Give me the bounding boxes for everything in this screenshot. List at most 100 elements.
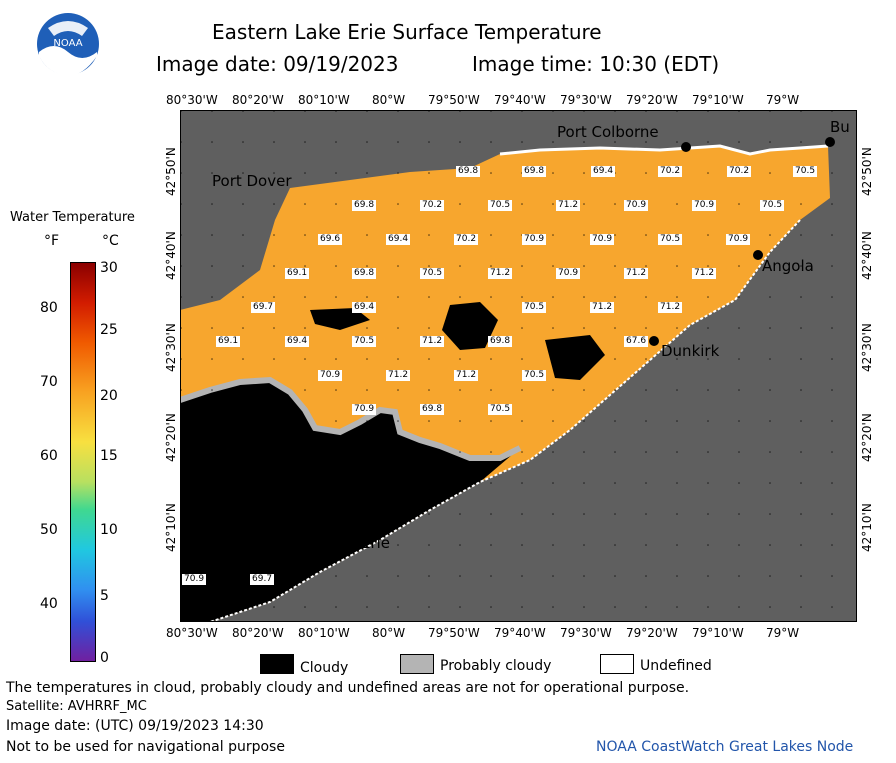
image-date: Image date: 09/19/2023 — [156, 52, 399, 76]
temperature-label: 70.9 — [318, 370, 343, 381]
latitude-tick: 42°20'N — [860, 413, 874, 462]
temperature-label: 69.4 — [386, 234, 411, 245]
colorbar-title: Water Temperature — [10, 210, 135, 225]
latitude-tick: 42°50'N — [860, 147, 874, 196]
place-erie: Erie — [361, 534, 391, 552]
temperature-label: 69.7 — [250, 574, 275, 585]
longitude-tick: 79°40'W — [494, 626, 546, 640]
lake-erie-map — [180, 110, 857, 622]
legend-probably-cloudy-swatch — [400, 654, 434, 674]
temperature-label: 71.2 — [386, 370, 411, 381]
place-port-dover: Port Dover — [212, 172, 292, 190]
place-buffalo: Bu — [830, 118, 850, 136]
temperature-label: 69.8 — [420, 404, 445, 415]
temperature-label: 70.5 — [658, 234, 683, 245]
credit-link[interactable]: NOAA CoastWatch Great Lakes Node — [596, 739, 854, 755]
temperature-label: 70.5 — [488, 404, 513, 415]
celsius-tick: 15 — [100, 448, 118, 464]
longitude-tick: 79°30'W — [560, 93, 612, 107]
temperature-label: 70.5 — [352, 336, 377, 347]
temperature-label: 70.5 — [488, 200, 513, 211]
page-title: Eastern Lake Erie Surface Temperature — [212, 20, 602, 44]
temperature-label: 70.2 — [420, 200, 445, 211]
latitude-tick: 42°40'N — [860, 231, 874, 280]
navigation-warning: Not to be used for navigational purpose — [6, 739, 285, 755]
longitude-tick: 80°W — [372, 626, 406, 640]
legend-cloudy-swatch — [260, 654, 294, 674]
fahrenheit-tick: 40 — [40, 596, 58, 612]
temperature-label: 71.2 — [658, 302, 683, 313]
satellite-info: Satellite: AVHRRF_MC — [6, 699, 147, 714]
celsius-tick: 30 — [100, 260, 118, 276]
utc-date: Image date: (UTC) 09/19/2023 14:30 — [6, 718, 264, 734]
temperature-label: 70.2 — [454, 234, 479, 245]
city-marker — [353, 527, 363, 537]
temperature-label: 70.5 — [522, 370, 547, 381]
latitude-tick: 42°10'N — [860, 503, 874, 552]
temperature-label: 71.2 — [420, 336, 445, 347]
colorbar — [70, 262, 96, 662]
temperature-label: 69.8 — [456, 166, 481, 177]
temperature-label: 69.8 — [522, 166, 547, 177]
latitude-tick: 42°30'N — [860, 323, 874, 372]
city-marker — [681, 142, 691, 152]
unit-fahrenheit: °F — [44, 233, 60, 249]
noaa-logo: NOAA — [37, 13, 99, 76]
longitude-tick: 79°30'W — [560, 626, 612, 640]
longitude-tick: 80°10'W — [298, 626, 350, 640]
longitude-tick: 79°20'W — [626, 93, 678, 107]
temperature-label: 70.9 — [726, 234, 751, 245]
longitude-tick: 79°W — [766, 93, 800, 107]
temperature-label: 70.9 — [556, 268, 581, 279]
longitude-tick: 80°30'W — [166, 626, 218, 640]
temperature-label: 71.2 — [454, 370, 479, 381]
disclaimer: The temperatures in cloud, probably clou… — [6, 680, 690, 696]
fahrenheit-tick: 60 — [40, 448, 58, 464]
longitude-tick: 80°20'W — [232, 626, 284, 640]
latitude-tick: 42°50'N — [164, 147, 178, 196]
longitude-tick: 79°10'W — [692, 93, 744, 107]
temperature-label: 71.2 — [692, 268, 717, 279]
temperature-label: 70.9 — [692, 200, 717, 211]
city-marker — [825, 137, 835, 147]
temperature-label: 71.2 — [556, 200, 581, 211]
place-dunkirk: Dunkirk — [661, 342, 720, 360]
temperature-label: 70.9 — [352, 404, 377, 415]
latitude-tick: 42°20'N — [164, 413, 178, 462]
temperature-label: 70.5 — [420, 268, 445, 279]
legend-undefined-label: Undefined — [640, 658, 712, 674]
temperature-label: 69.4 — [285, 336, 310, 347]
temperature-label: 69.4 — [352, 302, 377, 313]
fahrenheit-tick: 70 — [40, 374, 58, 390]
celsius-tick: 25 — [100, 322, 118, 338]
temperature-label: 70.5 — [760, 200, 785, 211]
city-marker — [649, 336, 659, 346]
logo-text: NOAA — [53, 38, 82, 49]
temperature-label: 69.1 — [216, 336, 241, 347]
temperature-label: 69.7 — [251, 302, 276, 313]
longitude-tick: 80°10'W — [298, 93, 350, 107]
latitude-tick: 42°10'N — [164, 503, 178, 552]
celsius-tick: 10 — [100, 522, 118, 538]
temperature-label: 70.9 — [182, 574, 207, 585]
longitude-tick: 79°10'W — [692, 626, 744, 640]
temperature-label: 69.6 — [318, 234, 343, 245]
unit-celsius: °C — [102, 233, 119, 249]
longitude-tick: 80°W — [372, 93, 406, 107]
fahrenheit-tick: 50 — [40, 522, 58, 538]
place-port-colborne: Port Colborne — [557, 123, 659, 141]
longitude-tick: 79°50'W — [428, 93, 480, 107]
temperature-label: 69.8 — [352, 200, 377, 211]
longitude-tick: 80°30'W — [166, 93, 218, 107]
celsius-tick: 0 — [100, 650, 109, 666]
temperature-label: 71.2 — [624, 268, 649, 279]
longitude-tick: 79°20'W — [626, 626, 678, 640]
temperature-label: 70.2 — [727, 166, 752, 177]
city-marker — [753, 250, 763, 260]
legend-cloudy-label: Cloudy — [300, 660, 349, 676]
temperature-label: 70.5 — [793, 166, 818, 177]
temperature-label: 67.6 — [624, 336, 649, 347]
temperature-label: 69.4 — [591, 166, 616, 177]
temperature-label: 70.5 — [522, 302, 547, 313]
image-time: Image time: 10:30 (EDT) — [472, 52, 720, 76]
